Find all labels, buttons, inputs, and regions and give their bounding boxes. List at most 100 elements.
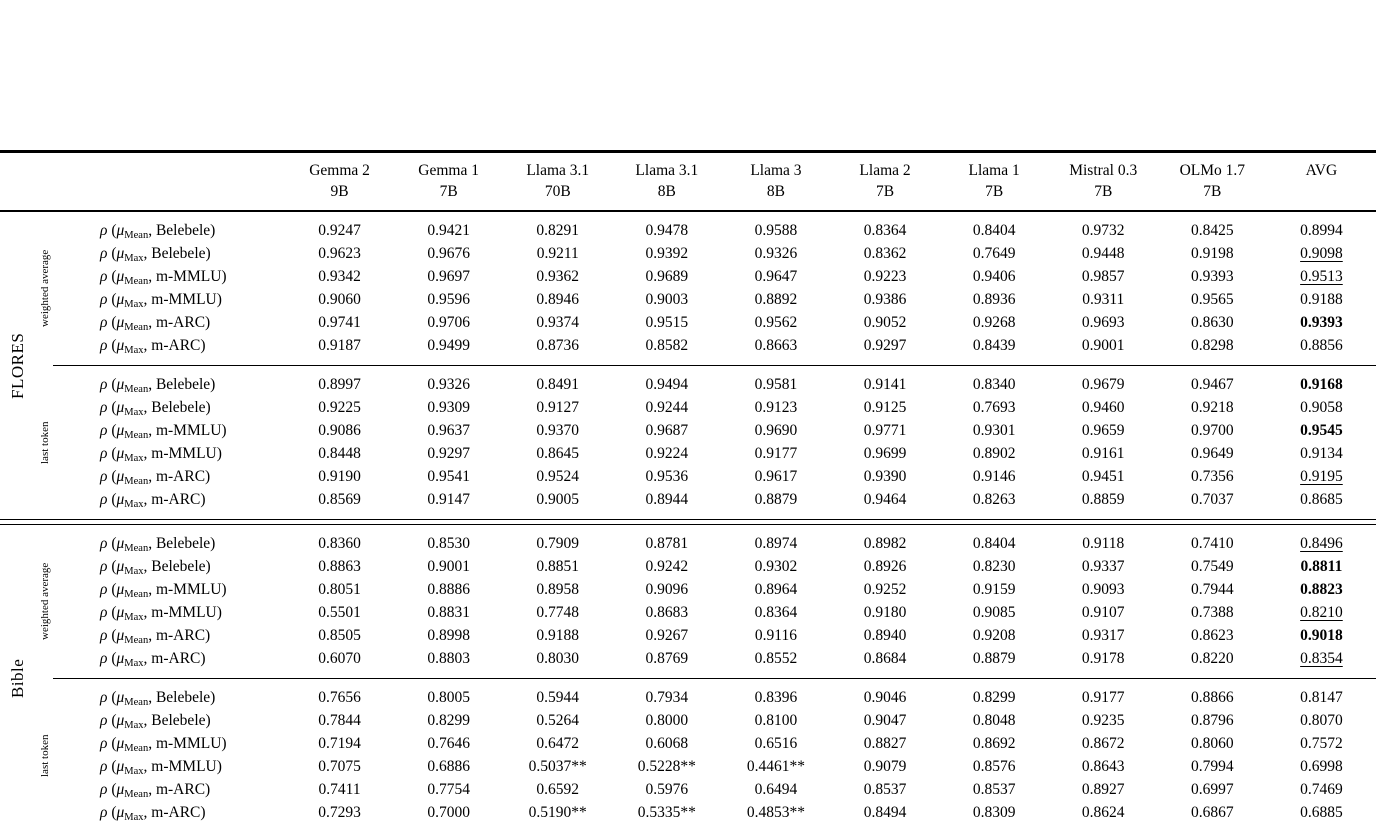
label-open: ( [107,399,117,416]
avg-value: 0.8856 [1300,337,1343,354]
correlation-value: 0.9146 [972,468,1016,485]
table-row: ρ (μMean, m-ARC) 0.8505 0.8998 0.9188 0.9267… [55,624,1376,647]
row-label: ρ (μMean, m-ARC) [55,778,285,801]
rho-symbol: ρ [100,337,108,354]
correlation-value: 0.9588 [754,222,798,239]
mu-symbol: μ [116,222,125,239]
label-open: ( [107,581,117,598]
correlation-value: 0.9208 [972,627,1016,644]
correlation-value: 0.8364 [863,222,907,239]
subsection-label: weighted average [39,249,51,328]
correlation-value: 0.8781 [645,535,689,552]
section-bible: Bible weighted average ρ (μMean, Belebele)… [0,525,1376,826]
correlation-value: 0.7754 [427,781,470,798]
correlation-value: 0.8902 [972,445,1016,462]
correlation-value: 0.8396 [754,689,798,706]
correlation-value: 0.9649 [1191,445,1234,462]
avg-value: 0.8070 [1300,712,1343,729]
correlation-value: 0.8866 [1191,689,1234,706]
correlation-value: 0.8946 [536,291,580,308]
correlation-value: 0.8663 [754,337,798,354]
benchmark-name: , Belebele) [143,245,211,262]
correlation-value: 0.9451 [1081,468,1125,485]
rho-symbol: ρ [100,689,108,706]
correlation-value: 0.9180 [863,604,907,621]
table-row: ρ (μMax, m-ARC) 0.8569 0.9147 0.9005 0.8944 0… [55,488,1376,511]
correlation-value: 0.8576 [972,758,1016,775]
correlation-value: 0.9268 [972,314,1016,331]
benchmark-name: , Belebele) [143,712,211,729]
row-label: ρ (μMax, Belebele) [55,396,285,419]
label-open: ( [107,712,117,729]
mu-subscript: Mean [124,635,149,646]
correlation-value: 0.8827 [863,735,907,752]
label-open: ( [107,222,117,239]
column-header-name: Mistral 0.3 [1069,162,1138,179]
correlation-value: 0.9499 [427,337,470,354]
column-header-size: 7B [439,183,458,200]
correlation-value: 0.8927 [1081,781,1125,798]
correlation-value: 0.8309 [972,804,1016,821]
mu-symbol: μ [116,291,125,308]
column-header: Llama 1 7B [940,160,1049,202]
subsection-last-token: last token ρ (μMean, Belebele) 0.7656 0.800… [0,679,1376,826]
row-label: ρ (μMean, Belebele) [55,686,285,709]
column-header-name: Llama 3.1 [635,162,699,179]
benchmark-name: , m-ARC) [143,491,206,508]
table-row: ρ (μMax, Belebele) 0.7844 0.8299 0.5264 0.80… [55,709,1376,732]
column-header-size: 9B [330,183,349,200]
correlation-value: 0.9857 [1081,268,1125,285]
avg-value: 0.9134 [1300,445,1343,462]
column-header-name: Llama 1 [968,162,1020,179]
benchmark-name: , Belebele) [148,689,216,706]
avg-value: 0.8685 [1300,491,1343,508]
correlation-value: 0.8645 [536,445,580,462]
correlation-value: 0.4461** [746,758,805,775]
table-row: ρ (μMax, Belebele) 0.9623 0.9676 0.9211 0.93… [55,242,1376,265]
table-row: ρ (μMax, Belebele) 0.9225 0.9309 0.9127 0.92… [55,396,1376,419]
label-open: ( [107,535,117,552]
rho-symbol: ρ [100,581,108,598]
label-open: ( [107,468,117,485]
mu-symbol: μ [116,581,125,598]
correlation-value: 0.6070 [318,650,361,667]
correlation-value: 0.9001 [427,558,470,575]
table-row: ρ (μMean, m-ARC) 0.7411 0.7754 0.6592 0.5976… [55,778,1376,801]
correlation-value: 0.9659 [1081,422,1125,439]
correlation-value: 0.7549 [1191,558,1234,575]
label-open: ( [107,245,117,262]
row-label: ρ (μMean, m-MMLU) [55,732,285,755]
correlation-value: 0.8220 [1191,650,1234,667]
column-header-size: 8B [657,183,676,200]
correlation-value: 0.8299 [427,712,470,729]
correlation-value: 0.8886 [427,581,470,598]
correlation-value: 0.9093 [1081,581,1125,598]
section-flores: FLORES weighted average ρ (μMean, Belebele… [0,212,1376,519]
correlation-value: 0.9393 [1191,268,1234,285]
correlation-value: 0.9342 [318,268,361,285]
correlation-value: 0.8624 [1081,804,1125,821]
correlation-value: 0.9211 [536,245,579,262]
table-row: ρ (μMean, Belebele) 0.7656 0.8005 0.5944 0.7… [55,686,1376,709]
correlation-value: 0.8425 [1191,222,1234,239]
correlation-value: 0.8803 [427,650,470,667]
correlation-value: 0.9374 [536,314,580,331]
avg-value: 0.9058 [1300,399,1343,416]
subsection-last-token: last token ρ (μMean, Belebele) 0.8997 0.932… [0,366,1376,519]
mu-subscript: Max [124,658,144,669]
table-row: ρ (μMean, m-MMLU) 0.9086 0.9637 0.9370 0.968… [55,419,1376,442]
correlation-value: 0.8030 [536,650,580,667]
row-label: ρ (μMax, m-MMLU) [55,442,285,465]
correlation-value: 0.9187 [318,337,361,354]
subsection-separator-rule [53,365,1376,366]
mu-symbol: μ [116,268,125,285]
avg-value: 0.9188 [1300,291,1343,308]
correlation-value: 0.8630 [1191,314,1234,331]
mu-subscript: Mean [124,697,149,708]
correlation-value: 0.7075 [318,758,361,775]
correlation-value: 0.9177 [1081,689,1125,706]
mu-symbol: μ [116,735,125,752]
mu-symbol: μ [116,445,125,462]
correlation-value: 0.7909 [536,535,580,552]
